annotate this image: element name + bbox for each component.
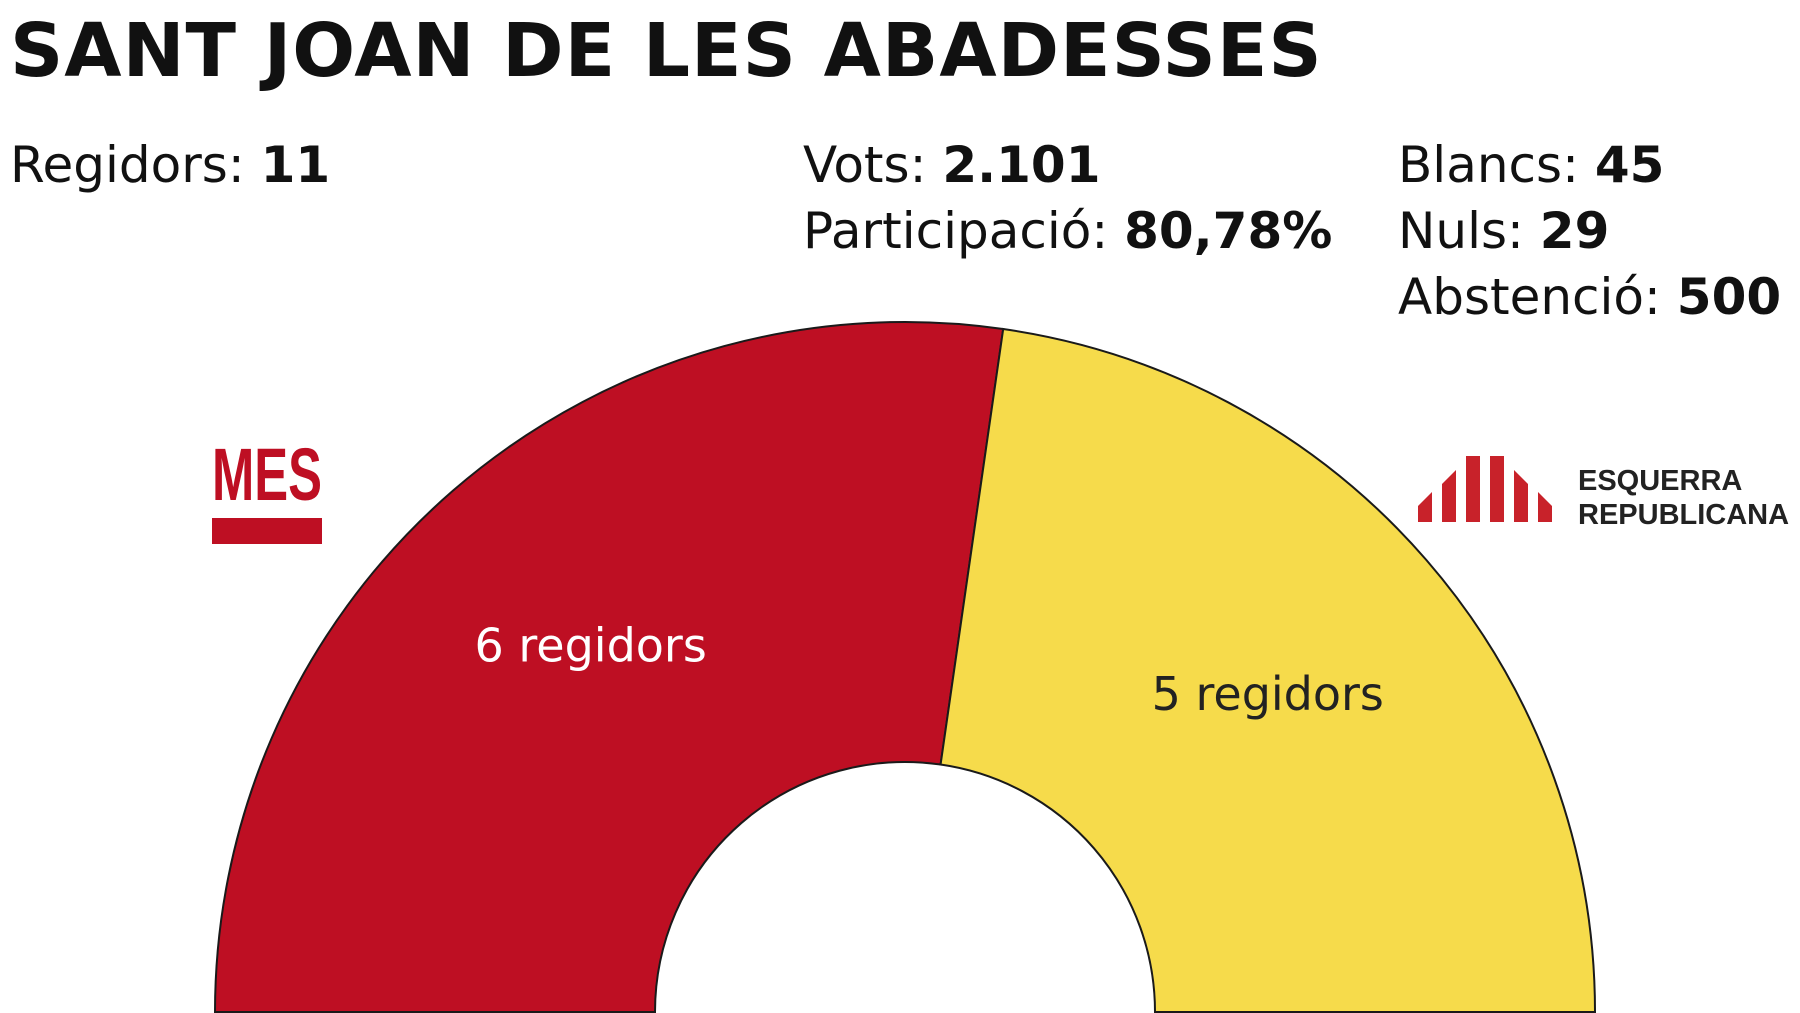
stat-nuls: Nuls: 29	[1398, 198, 1609, 264]
participacio-label: Participació:	[803, 202, 1109, 260]
abstencio-value: 500	[1676, 268, 1782, 326]
erc-logo-line2: REPUBLICANA	[1578, 499, 1789, 531]
mes-logo: MES	[212, 433, 322, 544]
abstencio-label: Abstenció:	[1398, 268, 1661, 326]
mes-logo-text: MES	[212, 433, 322, 516]
vots-label: Vots:	[803, 136, 927, 194]
stat-abstencio: Abstenció: 500	[1398, 264, 1781, 330]
blancs-label: Blancs:	[1398, 136, 1579, 194]
vots-value: 2.101	[942, 136, 1101, 194]
stat-regidors: Regidors: 11	[10, 132, 330, 198]
nuls-value: 29	[1539, 202, 1610, 260]
page-title: SANT JOAN DE LES ABADESSES	[10, 8, 1323, 94]
chart-slices	[213, 321, 1597, 1013]
stat-participacio: Participació: 80,78%	[803, 198, 1332, 264]
slice-1	[213, 321, 1005, 1013]
stat-blancs: Blancs: 45	[1398, 132, 1664, 198]
regidors-value: 11	[260, 136, 331, 194]
slice-label-2: 5 regidors	[1152, 667, 1384, 721]
erc-logo-line1: ESQUERRA	[1578, 465, 1742, 497]
erc-logo-stripes-icon	[1418, 456, 1552, 522]
mes-logo-bar	[212, 518, 322, 544]
chart-slice-labels: 6 regidors 5 regidors	[475, 619, 1384, 721]
blancs-value: 45	[1594, 136, 1665, 194]
nuls-label: Nuls:	[1398, 202, 1524, 260]
slice-label-1: 6 regidors	[475, 619, 707, 673]
stat-vots: Vots: 2.101	[803, 132, 1100, 198]
participacio-value: 80,78%	[1124, 202, 1333, 260]
slice-2	[939, 327, 1597, 1013]
regidors-label: Regidors:	[10, 136, 245, 194]
erc-logo: ESQUERRA REPUBLICANA	[1418, 456, 1789, 531]
